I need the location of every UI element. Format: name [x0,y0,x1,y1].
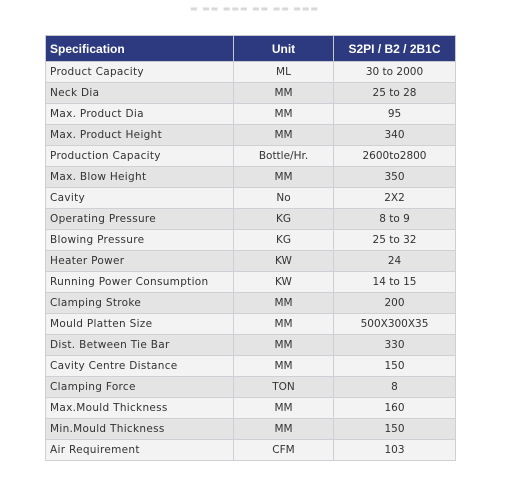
unit-cell: No [233,187,334,209]
table-row: Air Requirement CFM 103 [45,439,456,461]
value-cell: 150 [333,418,456,440]
spec-cell: Air Requirement [45,439,234,461]
unit-cell: KG [233,208,334,230]
table-row: Blowing Pressure KG 25 to 32 [45,229,456,251]
spec-cell: Clamping Force [45,376,234,398]
table-row: Running Power Consumption KW 14 to 15 [45,271,456,293]
spec-cell: Blowing Pressure [45,229,234,251]
spec-cell: Max. Product Dia [45,103,234,125]
header-row: Specification Unit S2PI / B2 / 2B1C [45,35,456,62]
unit-cell: MM [233,334,334,356]
value-cell: 103 [333,439,456,461]
value-cell: 500X300X35 [333,313,456,335]
unit-cell: MM [233,355,334,377]
value-cell: 14 to 15 [333,271,456,293]
table-row: Max.Mould Thickness MM 160 [45,397,456,419]
value-cell: 2X2 [333,187,456,209]
unit-cell: ML [233,61,334,83]
unit-cell: KW [233,271,334,293]
spec-cell: Operating Pressure [45,208,234,230]
table-row: Mould Platten Size MM 500X300X35 [45,313,456,335]
spec-cell: Heater Power [45,250,234,272]
faint-heading-decoration: ▬ ▬▬ ▬▬▬ ▬▬ ▬▬ ▬▬▬ [190,4,319,13]
unit-cell: MM [233,82,334,104]
spec-cell: Running Power Consumption [45,271,234,293]
value-cell: 200 [333,292,456,314]
table-row: Neck Dia MM 25 to 28 [45,82,456,104]
unit-cell: Bottle/Hr. [233,145,334,167]
value-cell: 25 to 32 [333,229,456,251]
value-cell: 24 [333,250,456,272]
table-header: Specification Unit S2PI / B2 / 2B1C [45,35,456,62]
unit-cell: TON [233,376,334,398]
value-cell: 350 [333,166,456,188]
header-model: S2PI / B2 / 2B1C [333,35,456,62]
spec-cell: Cavity Centre Distance [45,355,234,377]
table-row: Dist. Between Tie Bar MM 330 [45,334,456,356]
unit-cell: MM [233,166,334,188]
spec-cell: Max. Product Height [45,124,234,146]
table-row: Max. Product Dia MM 95 [45,103,456,125]
table-row: Clamping Force TON 8 [45,376,456,398]
spec-cell: Product Capacity [45,61,234,83]
table-row: Operating Pressure KG 8 to 9 [45,208,456,230]
value-cell: 30 to 2000 [333,61,456,83]
value-cell: 95 [333,103,456,125]
value-cell: 8 to 9 [333,208,456,230]
unit-cell: MM [233,103,334,125]
table-body: Product Capacity ML 30 to 2000 Neck Dia MM 25… [45,61,456,461]
unit-cell: MM [233,313,334,335]
value-cell: 150 [333,355,456,377]
header-specification: Specification [45,35,234,62]
unit-cell: KW [233,250,334,272]
unit-cell: MM [233,397,334,419]
header-unit: Unit [233,35,334,62]
value-cell: 340 [333,124,456,146]
spec-cell: Neck Dia [45,82,234,104]
table-row: Cavity Centre Distance MM 150 [45,355,456,377]
unit-cell: MM [233,418,334,440]
spec-cell: Max. Blow Height [45,166,234,188]
value-cell: 160 [333,397,456,419]
specification-table: Specification Unit S2PI / B2 / 2B1C Prod… [45,35,456,461]
table-row: Min.Mould Thickness MM 150 [45,418,456,440]
table-row: Heater Power KW 24 [45,250,456,272]
unit-cell: MM [233,124,334,146]
spec-cell: Production Capacity [45,145,234,167]
table-row: Max. Product Height MM 340 [45,124,456,146]
unit-cell: KG [233,229,334,251]
table-row: Cavity No 2X2 [45,187,456,209]
spec-cell: Dist. Between Tie Bar [45,334,234,356]
unit-cell: MM [233,292,334,314]
spec-cell: Max.Mould Thickness [45,397,234,419]
spec-cell: Cavity [45,187,234,209]
value-cell: 2600to2800 [333,145,456,167]
table-row: Production Capacity Bottle/Hr. 2600to2800 [45,145,456,167]
spec-cell: Min.Mould Thickness [45,418,234,440]
table-row: Product Capacity ML 30 to 2000 [45,61,456,83]
value-cell: 8 [333,376,456,398]
spec-cell: Clamping Stroke [45,292,234,314]
value-cell: 25 to 28 [333,82,456,104]
table-row: Clamping Stroke MM 200 [45,292,456,314]
value-cell: 330 [333,334,456,356]
spec-cell: Mould Platten Size [45,313,234,335]
unit-cell: CFM [233,439,334,461]
table-row: Max. Blow Height MM 350 [45,166,456,188]
